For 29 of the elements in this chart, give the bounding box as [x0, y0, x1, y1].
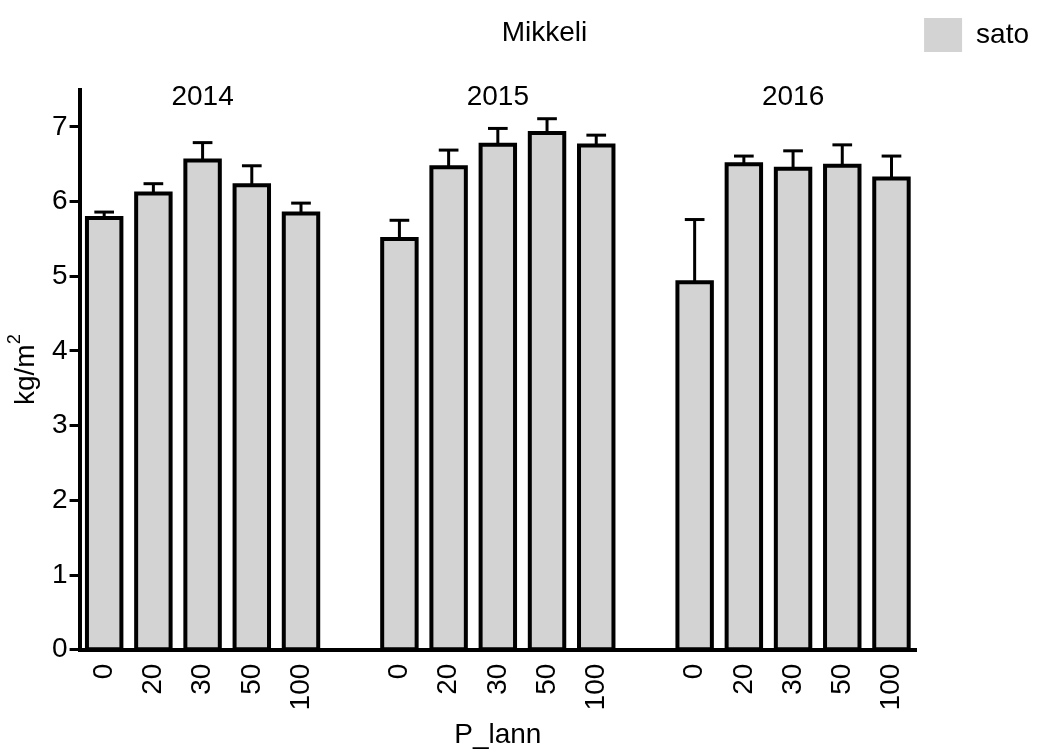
- x-tick-label: 20: [431, 663, 463, 695]
- x-tick-label: 0: [677, 663, 709, 680]
- x-tick-label: 20: [726, 663, 758, 695]
- y-tick-label: 4: [51, 333, 68, 365]
- annotation: 2015: [466, 80, 529, 112]
- x-tick-label: 0: [86, 663, 118, 680]
- annotation: 2016: [761, 80, 825, 112]
- x-tick-label: 100: [578, 663, 610, 711]
- x-tick-label: 50: [824, 663, 856, 695]
- legend-label: sato: [976, 17, 1030, 49]
- y-tick-label: 7: [51, 109, 68, 141]
- x-tick-label: 0: [382, 663, 414, 680]
- y-axis-title: kg/m2: [3, 334, 40, 406]
- y-tick-label: 2: [51, 483, 68, 515]
- x-tick-label: 50: [234, 663, 266, 695]
- x-tick-label: 50: [529, 663, 561, 695]
- y-tick-label: 5: [51, 259, 68, 291]
- x-tick-label: 30: [775, 663, 807, 695]
- y-tick-label: 1: [51, 557, 68, 589]
- x-tick-label: 20: [136, 663, 168, 695]
- x-axis-title: P_lann: [454, 717, 542, 749]
- x-tick-label: 100: [283, 663, 315, 711]
- x-tick-label: 30: [185, 663, 217, 695]
- x-tick-label: 30: [480, 663, 512, 695]
- y-tick-label: 3: [51, 408, 68, 440]
- x-tick-label: 100: [874, 663, 906, 711]
- annotation: 2014: [171, 80, 234, 112]
- y-tick-label: 6: [51, 184, 68, 216]
- chart-title: Mikkeli: [501, 15, 588, 47]
